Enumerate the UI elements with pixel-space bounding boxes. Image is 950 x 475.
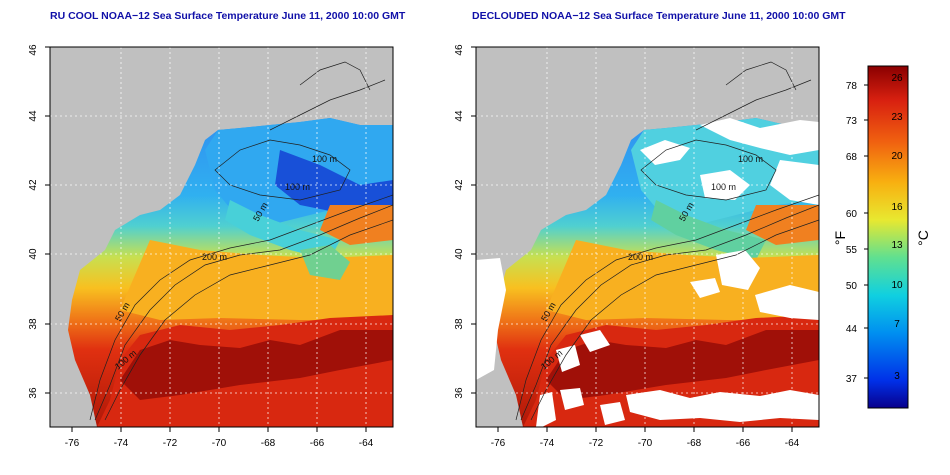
contour-label-100m: 100 m (738, 154, 763, 164)
colorbar-fahrenheit-ticks: 78 73 68 60 55 50 44 37 (846, 81, 868, 385)
x-tick-label: -72 (163, 438, 178, 449)
x-tick-label: -68 (261, 438, 276, 449)
y-tick-label: 42 (28, 179, 39, 191)
fahrenheit-tick: 78 (846, 81, 858, 92)
y-tick-label: 44 (454, 110, 465, 122)
right-map-title: DECLOUDED NOAA−12 Sea Surface Temperatur… (472, 10, 846, 22)
fahrenheit-tick: 37 (846, 374, 858, 385)
y-tick-label: 46 (28, 44, 39, 56)
left-map-panel: 100 m 100 m 50 m 200 m 50 m 100 m (50, 47, 393, 427)
celsius-tick: 23 (891, 112, 903, 123)
left-map-frame (49, 46, 394, 428)
left-gridlines (50, 47, 393, 427)
fahrenheit-tick: 68 (846, 152, 858, 163)
celsius-tick: 16 (891, 202, 903, 213)
y-tick-label: 44 (28, 110, 39, 122)
contour-label-100m: 100 m (285, 182, 310, 192)
right-bathymetry-contours (515, 61, 819, 421)
right-map-panel: 100 m 100 m 50 m 200 m 50 m 100 m (476, 47, 819, 427)
x-tick-label: -64 (785, 438, 800, 449)
right-gridlines (476, 47, 819, 427)
y-tick-label: 36 (28, 387, 39, 399)
x-tick-label: -66 (736, 438, 751, 449)
x-tick-label: -76 (491, 438, 506, 449)
left-map-title: RU COOL NOAA−12 Sea Surface Temperature … (50, 10, 406, 22)
y-tick-label: 36 (454, 387, 465, 399)
fahrenheit-tick: 60 (846, 209, 858, 220)
x-tick-label: -76 (65, 438, 80, 449)
fahrenheit-tick: 73 (846, 116, 858, 127)
y-tick-label: 38 (28, 318, 39, 330)
x-tick-label: -74 (540, 438, 555, 449)
left-x-axis: -76 -74 -72 -70 -68 -66 -64 (65, 427, 374, 449)
right-x-axis: -76 -74 -72 -70 -68 -66 -64 (491, 427, 800, 449)
x-tick-label: -70 (212, 438, 227, 449)
fahrenheit-unit-label: °F (832, 231, 848, 245)
x-tick-label: -74 (114, 438, 129, 449)
y-tick-label: 38 (454, 318, 465, 330)
colorbar-celsius-ticks: 26 23 20 16 13 10 7 3 (891, 73, 903, 382)
right-y-axis: 36 38 40 42 44 46 (454, 44, 476, 399)
x-tick-label: -72 (589, 438, 604, 449)
fahrenheit-tick: 50 (846, 281, 858, 292)
fahrenheit-tick: 55 (846, 245, 858, 256)
x-tick-label: -70 (638, 438, 653, 449)
contour-label-200m: 200 m (202, 252, 227, 262)
colorbar-gradient (867, 65, 909, 409)
left-bathymetry-contours (89, 61, 393, 421)
cloud-mask (476, 118, 819, 427)
y-tick-label: 40 (28, 248, 39, 260)
x-tick-label: -64 (359, 438, 374, 449)
contour-label-100m: 100 m (711, 182, 736, 192)
celsius-tick: 7 (894, 319, 900, 330)
contour-label-100m: 100 m (312, 154, 337, 164)
celsius-tick: 3 (894, 371, 900, 382)
right-map-frame (475, 46, 820, 428)
y-tick-label: 40 (454, 248, 465, 260)
x-tick-label: -68 (687, 438, 702, 449)
contour-label-200m: 200 m (628, 252, 653, 262)
celsius-tick: 26 (891, 73, 903, 84)
colorbar: 78 73 68 60 55 50 44 37 26 23 20 16 13 1… (832, 65, 931, 409)
celsius-unit-label: °C (915, 230, 931, 246)
y-tick-label: 42 (454, 179, 465, 191)
celsius-tick: 20 (891, 151, 903, 162)
fahrenheit-tick: 44 (846, 324, 858, 335)
y-tick-label: 46 (454, 44, 465, 56)
celsius-tick: 13 (891, 240, 903, 251)
x-tick-label: -66 (310, 438, 325, 449)
celsius-tick: 10 (891, 280, 903, 291)
left-y-axis: 36 38 40 42 44 46 (28, 44, 50, 399)
